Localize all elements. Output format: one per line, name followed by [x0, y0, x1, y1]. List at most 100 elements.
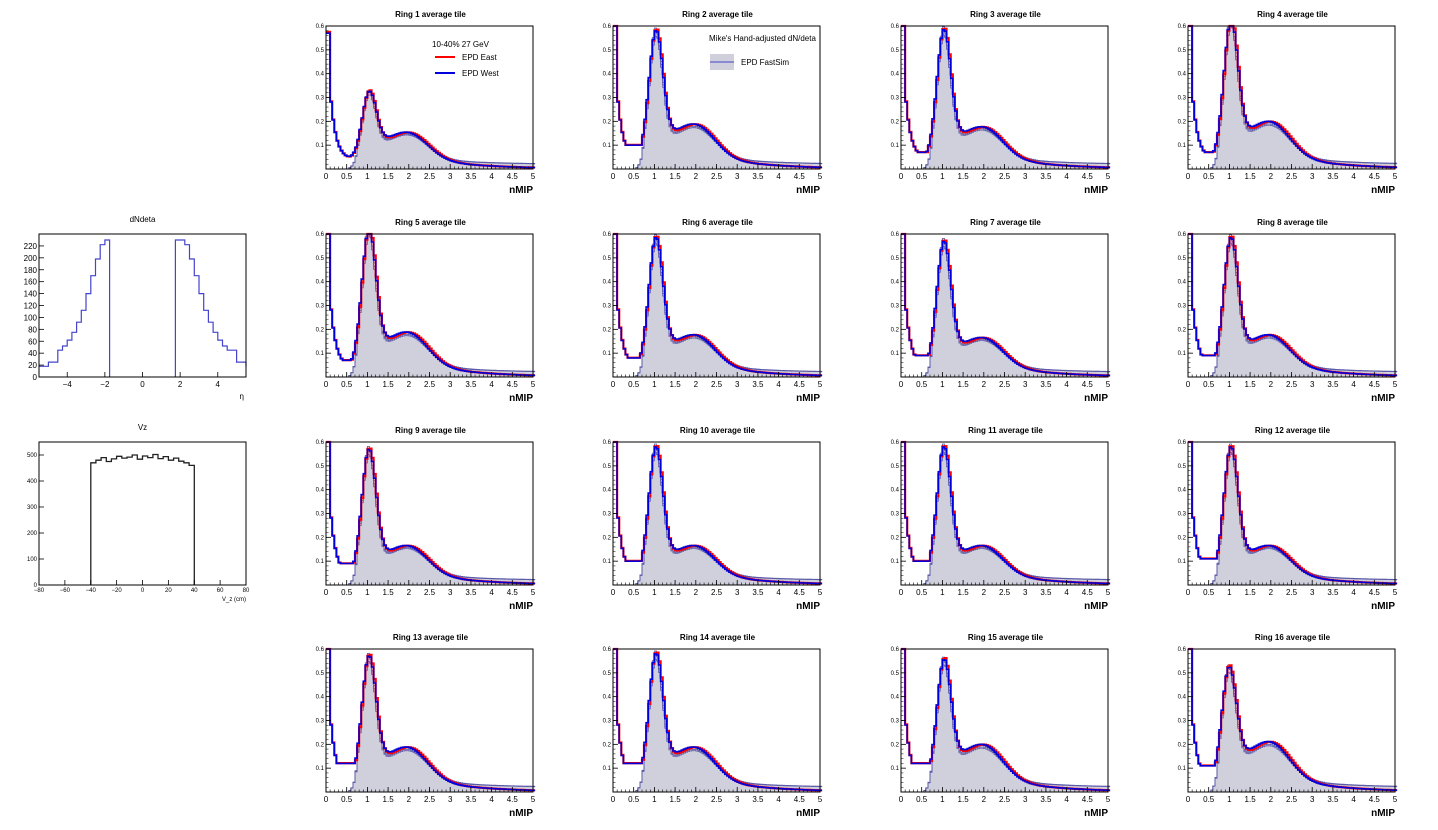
x-tick-label: 1.5: [958, 795, 970, 804]
x-tick-label: 3.5: [1327, 380, 1339, 389]
y-tick-label: 0.1: [891, 143, 900, 149]
x-tick-label: 2: [407, 172, 412, 181]
x-tick-label: 1: [940, 588, 945, 597]
x-tick-label: 4.5: [1082, 795, 1094, 804]
y-tick-label: 0.4: [891, 72, 900, 78]
y-tick-label: 0.4: [316, 488, 325, 494]
chart-ring14: Ring 14 average tile 0 0.5 1 1.5 2 2.5 3 3.5 4 4.5…: [603, 633, 823, 819]
series-epd-west: [901, 648, 1111, 792]
y-tick-label: 0.5: [603, 464, 612, 470]
y-tick-label: 0.1: [891, 351, 900, 357]
chart-ring5: Ring 5 average tile 0 0.5 1 1.5 2 2.5 3 3.5 4 4.5 5…: [316, 218, 536, 404]
x-tick-label: 1: [940, 172, 945, 181]
y-tick-label: 0.1: [1178, 766, 1187, 772]
y-tick-label: 0.5: [316, 671, 325, 677]
x-tick-label: 4: [1064, 588, 1069, 597]
y-tick-label: 0.2: [891, 119, 900, 125]
chart-title: Ring 9 average tile: [395, 426, 466, 435]
x-tick-label: 2: [694, 795, 699, 804]
chart-title: Ring 7 average tile: [970, 218, 1041, 227]
chart-ring7: Ring 7 average tile 0 0.5 1 1.5 2 2.5 3 3.5 4 4.5 5…: [891, 218, 1111, 404]
y-tick-label: 0.4: [316, 280, 325, 286]
x-tick-label: 1.5: [383, 795, 395, 804]
y-tick-label: 0.2: [1178, 119, 1187, 125]
y-tick-label: 0.3: [603, 512, 612, 518]
y-tick-label: 120: [24, 302, 38, 311]
x-tick-label: 3: [735, 795, 740, 804]
chart-title: Ring 6 average tile: [682, 218, 753, 227]
x-tick-label: 1: [652, 380, 657, 389]
legend-entry: EPD FastSim: [741, 58, 789, 67]
y-tick-label: 0.2: [1178, 742, 1187, 748]
x-tick-label: 0: [899, 380, 904, 389]
x-tick-label: 80: [243, 588, 250, 594]
x-axis-label: nMIP: [1371, 808, 1395, 819]
y-tick-label: 0.4: [1178, 280, 1187, 286]
x-tick-label: 4: [1351, 172, 1356, 181]
y-tick-label: 220: [24, 242, 38, 251]
x-tick-label: 0: [899, 795, 904, 804]
chart-title: Ring 12 average tile: [1255, 426, 1331, 435]
x-axis-label: nMIP: [509, 808, 533, 819]
x-tick-label: 0: [324, 795, 329, 804]
x-tick-label: −2: [100, 380, 110, 389]
x-tick-label: 3: [448, 588, 453, 597]
y-tick-label: 140: [24, 290, 38, 299]
x-tick-label: 5: [818, 172, 823, 181]
x-tick-label: 0.5: [628, 380, 640, 389]
x-tick-label: 0.5: [1203, 795, 1215, 804]
x-tick-label: 3.5: [465, 588, 477, 597]
x-tick-label: 0: [141, 588, 145, 594]
x-tick-label: 1: [652, 795, 657, 804]
x-tick-label: 4: [489, 172, 494, 181]
x-tick-label: 1.5: [670, 795, 682, 804]
x-axis-label: nMIP: [1371, 601, 1395, 612]
series-dndeta: [174, 239, 247, 377]
y-tick-label: 0.1: [316, 351, 325, 357]
series-fastsim-fill: [1188, 26, 1398, 169]
x-tick-label: 3: [735, 380, 740, 389]
x-tick-label: 2.5: [711, 172, 723, 181]
x-tick-label: 2.5: [424, 172, 436, 181]
x-tick-label: 1.5: [958, 172, 970, 181]
series-fastsim-fill: [901, 448, 1111, 585]
y-tick-label: 0.5: [603, 256, 612, 262]
x-tick-label: 4: [1064, 380, 1069, 389]
x-tick-label: 1: [652, 588, 657, 597]
y-tick-label: 0.4: [1178, 72, 1187, 78]
x-tick-label: 2.5: [424, 588, 436, 597]
chart-ring8: Ring 8 average tile 0 0.5 1 1.5 2 2.5 3 3.5 4 4.5 5…: [1178, 218, 1398, 404]
y-tick-label: 0: [33, 373, 38, 382]
x-axis-label: nMIP: [1371, 393, 1395, 404]
legend-header: Mike's Hand-adjusted dN/deta: [709, 34, 816, 43]
y-tick-label: 0.2: [316, 327, 325, 333]
y-tick-label: 0.3: [891, 304, 900, 310]
x-axis-label: nMIP: [1084, 601, 1108, 612]
y-tick-label: 0.2: [316, 742, 325, 748]
x-tick-label: 4: [776, 380, 781, 389]
x-tick-label: 2: [694, 172, 699, 181]
y-tick-label: 0.6: [316, 440, 325, 446]
chart-ring13: Ring 13 average tile 0 0.5 1 1.5 2 2.5 3 3.5 4 4.5…: [316, 633, 536, 819]
chart-title: Ring 5 average tile: [395, 218, 466, 227]
y-tick-label: 0.5: [891, 671, 900, 677]
x-tick-label: 5: [1393, 795, 1398, 804]
x-tick-label: 1.5: [958, 380, 970, 389]
x-tick-label: 1: [652, 172, 657, 181]
series-fastsim-fill: [326, 234, 536, 377]
series-epd-west: [901, 25, 1111, 169]
x-tick-label: 4: [489, 795, 494, 804]
series-epd-west: [613, 233, 823, 377]
x-tick-label: 2: [1269, 795, 1274, 804]
y-tick-label: 160: [24, 278, 38, 287]
x-tick-label: 1: [940, 795, 945, 804]
series-epd-west: [326, 648, 536, 792]
y-tick-label: 0.4: [1178, 488, 1187, 494]
x-tick-label: 4.5: [1369, 795, 1381, 804]
y-tick-label: 80: [28, 325, 37, 334]
x-tick-label: 4: [1351, 588, 1356, 597]
chart-ring4: Ring 4 average tile 0 0.5 1 1.5 2 2.5 3 3.5 4 4.5 5…: [1178, 10, 1398, 196]
x-tick-label: 0.5: [916, 380, 928, 389]
x-tick-label: 5: [531, 588, 536, 597]
y-tick-label: 0.1: [1178, 351, 1187, 357]
